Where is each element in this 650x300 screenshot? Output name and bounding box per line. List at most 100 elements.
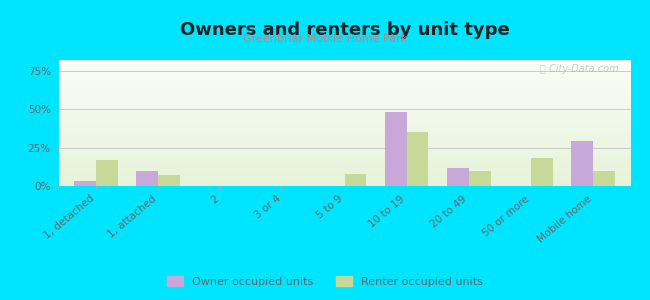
Bar	[58, 119, 630, 121]
Bar	[58, 154, 630, 156]
Bar	[58, 181, 630, 182]
Bar	[58, 147, 630, 148]
Bar	[58, 146, 630, 147]
Bar	[58, 148, 630, 149]
Bar	[58, 121, 630, 122]
Bar	[58, 66, 630, 68]
Bar	[58, 180, 630, 181]
Bar	[385, 112, 407, 186]
Bar	[58, 137, 630, 138]
Bar	[58, 73, 630, 74]
Bar	[58, 124, 630, 125]
Bar	[58, 129, 630, 130]
Bar	[58, 130, 630, 132]
Bar	[158, 175, 180, 186]
Bar	[58, 138, 630, 140]
Bar	[58, 151, 630, 152]
Bar	[58, 122, 630, 123]
Bar	[469, 171, 491, 186]
Bar	[58, 88, 630, 89]
Bar	[58, 153, 630, 154]
Bar	[58, 168, 630, 169]
Bar	[58, 167, 630, 168]
Bar	[58, 185, 630, 186]
Bar	[58, 79, 630, 80]
Bar	[74, 182, 96, 186]
Bar	[407, 132, 428, 186]
Text: Greenbriar Mobile Home Park: Greenbriar Mobile Home Park	[243, 34, 407, 44]
Bar	[58, 110, 630, 112]
Bar	[58, 125, 630, 127]
Bar	[58, 90, 630, 92]
Bar	[58, 113, 630, 114]
Bar	[58, 152, 630, 153]
Bar	[58, 175, 630, 176]
Bar	[58, 136, 630, 137]
Bar	[58, 84, 630, 85]
Bar	[58, 143, 630, 144]
Bar	[58, 141, 630, 142]
Bar	[58, 142, 630, 143]
Bar	[58, 104, 630, 105]
Bar	[58, 65, 630, 66]
Legend: Owner occupied units, Renter occupied units: Owner occupied units, Renter occupied un…	[162, 272, 488, 291]
Bar	[58, 127, 630, 128]
Bar	[58, 140, 630, 141]
Bar	[58, 117, 630, 118]
Bar	[58, 123, 630, 124]
Bar	[447, 168, 469, 186]
Bar	[58, 133, 630, 134]
Bar	[58, 109, 630, 110]
Bar	[58, 134, 630, 136]
Bar	[58, 173, 630, 175]
Bar	[58, 64, 630, 65]
Bar	[58, 93, 630, 94]
Bar	[58, 85, 630, 86]
Bar	[58, 166, 630, 167]
Bar	[58, 156, 630, 157]
Bar	[58, 99, 630, 100]
Bar	[58, 61, 630, 62]
Bar	[58, 70, 630, 71]
Bar	[58, 106, 630, 108]
Bar	[58, 100, 630, 102]
Bar	[58, 86, 630, 88]
Bar	[58, 75, 630, 76]
Bar	[344, 174, 366, 186]
Bar	[58, 74, 630, 75]
Bar	[58, 102, 630, 103]
Bar	[58, 92, 630, 93]
Bar	[58, 71, 630, 73]
Title: Owners and renters by unit type: Owners and renters by unit type	[179, 21, 510, 39]
Bar	[58, 184, 630, 185]
Bar	[58, 177, 630, 178]
Bar	[58, 171, 630, 172]
Bar	[96, 160, 118, 186]
Bar	[58, 105, 630, 106]
Bar	[58, 68, 630, 69]
Bar	[58, 172, 630, 173]
Bar	[58, 144, 630, 146]
Bar	[58, 162, 630, 163]
Bar	[58, 149, 630, 151]
Bar	[58, 157, 630, 158]
Bar	[58, 81, 630, 83]
Bar	[58, 103, 630, 104]
Bar	[58, 89, 630, 90]
Text: ⓘ City-Data.com: ⓘ City-Data.com	[540, 64, 619, 74]
Bar	[58, 169, 630, 171]
Bar	[58, 182, 630, 184]
Bar	[58, 158, 630, 160]
Bar	[58, 95, 630, 97]
Bar	[58, 97, 630, 98]
Bar	[58, 83, 630, 84]
Bar	[58, 160, 630, 161]
Bar	[58, 60, 630, 61]
Bar	[593, 171, 615, 186]
Bar	[58, 94, 630, 95]
Bar	[58, 118, 630, 119]
Bar	[136, 171, 158, 186]
Bar	[58, 132, 630, 133]
Bar	[58, 69, 630, 70]
Bar	[58, 76, 630, 78]
